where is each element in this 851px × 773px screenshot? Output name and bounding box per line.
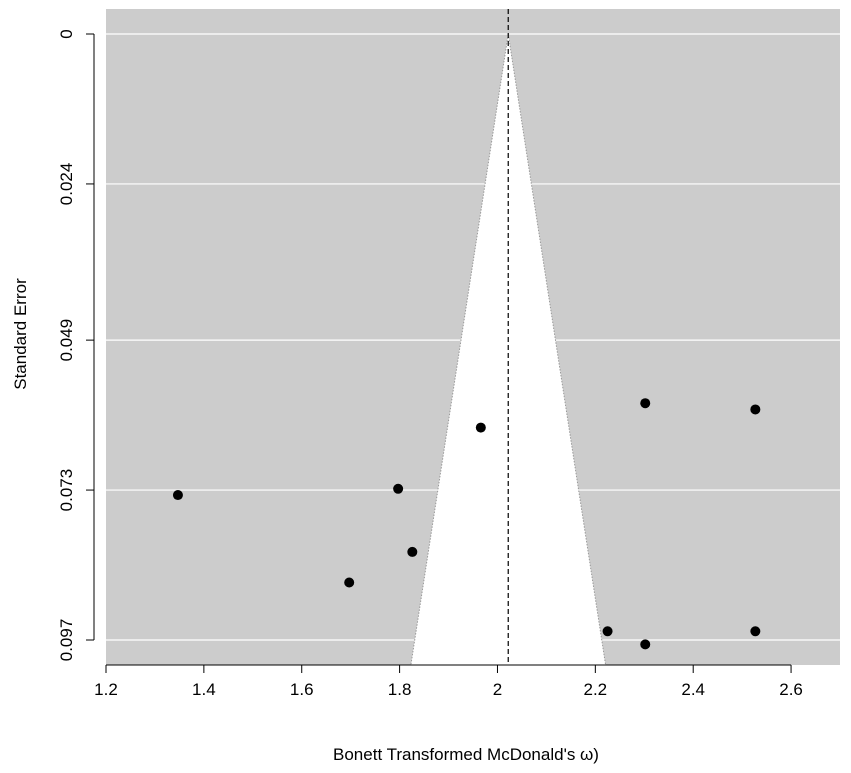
- data-point: [393, 483, 404, 494]
- y-tick-label: 0.049: [57, 319, 76, 362]
- x-tick-label: 2.6: [779, 680, 803, 699]
- data-point: [750, 626, 761, 637]
- data-point: [344, 577, 355, 588]
- data-point: [750, 404, 761, 415]
- y-tick-label: 0.024: [57, 163, 76, 206]
- data-points: [172, 398, 761, 650]
- y-axis: 0 0.024 0.049 0.073 0.097: [57, 29, 95, 662]
- x-tick-label: 1.8: [388, 680, 412, 699]
- y-tick-label: 0: [57, 29, 76, 38]
- y-tick-label: 0.073: [57, 469, 76, 512]
- data-point: [407, 546, 418, 557]
- y-tick-label: 0.097: [57, 619, 76, 662]
- x-tick-label: 2.2: [584, 680, 608, 699]
- data-point: [602, 626, 613, 637]
- x-tick-label: 1.6: [290, 680, 314, 699]
- data-point: [475, 422, 486, 433]
- x-tick-label: 1.4: [192, 680, 216, 699]
- x-axis: 1.2 1.4 1.6 1.8 2 2.2 2.4 2.6: [94, 664, 803, 699]
- x-tick-label: 2.4: [681, 680, 705, 699]
- data-point: [640, 639, 651, 650]
- x-tick-label: 2: [493, 680, 502, 699]
- x-axis-title: Bonett Transformed McDonald's ω): [333, 745, 599, 764]
- y-axis-title: Standard Error: [11, 278, 30, 390]
- data-point: [640, 398, 651, 409]
- data-point: [172, 490, 183, 501]
- x-tick-label: 1.2: [94, 680, 118, 699]
